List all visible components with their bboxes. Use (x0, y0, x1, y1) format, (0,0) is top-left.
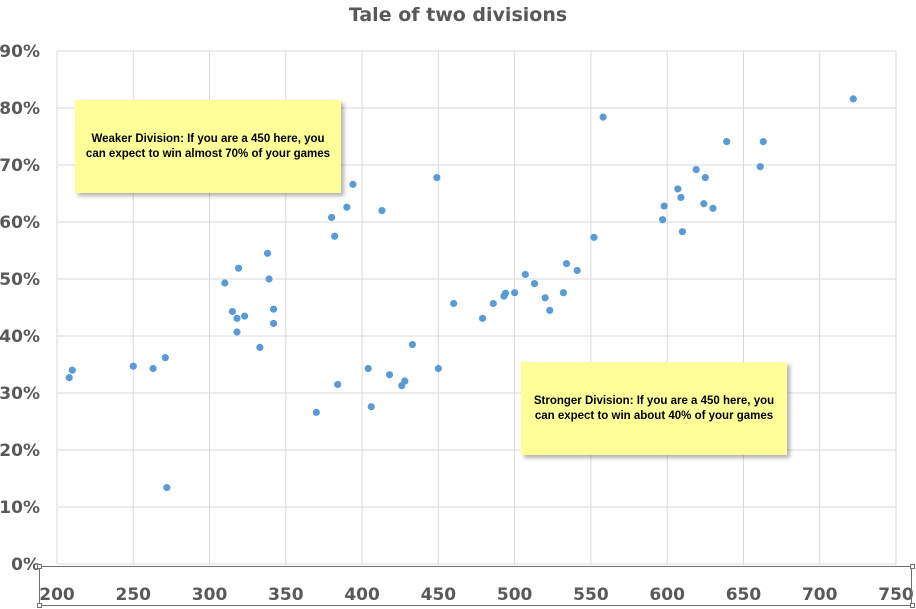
x-tick-label: 300 (192, 585, 228, 605)
data-point[interactable] (312, 408, 320, 416)
data-point[interactable] (521, 270, 529, 279)
data-point[interactable] (677, 193, 685, 202)
data-point[interactable] (489, 299, 497, 308)
data-point[interactable] (385, 371, 394, 379)
data-point[interactable] (65, 374, 73, 382)
y-tick-label: 70% (0, 156, 40, 176)
data-point[interactable] (149, 364, 157, 373)
data-point[interactable] (849, 95, 857, 103)
data-point[interactable] (756, 163, 764, 171)
data-point[interactable] (401, 377, 409, 385)
data-point[interactable] (450, 299, 458, 308)
data-point[interactable] (68, 366, 76, 374)
x-tick-label: 750 (878, 585, 914, 605)
weaker-division-note[interactable]: Weaker Division: If you are a 450 here, … (75, 100, 341, 193)
x-tick-label: 600 (649, 585, 685, 605)
tick-labels: 0% 10% 20% 30% 40% 50% 60% 70% 80% 90% 200 250 300 35… (0, 42, 914, 605)
data-point[interactable] (559, 289, 568, 297)
x-axis-selection-box[interactable] (39, 566, 912, 606)
data-point[interactable] (723, 138, 731, 146)
y-tick-label: 80% (0, 99, 40, 119)
data-point[interactable] (674, 185, 682, 193)
data-point[interactable] (562, 260, 571, 268)
data-point[interactable] (709, 204, 717, 212)
data-point[interactable] (270, 305, 278, 313)
data-point[interactable] (331, 232, 339, 240)
resize-handle-bottom-right[interactable] (910, 603, 915, 608)
data-point[interactable] (263, 249, 272, 257)
data-point[interactable] (378, 207, 386, 215)
resize-handle-top-left[interactable] (37, 564, 42, 569)
chart-title: Tale of two divisions (348, 4, 568, 26)
data-point[interactable] (265, 275, 273, 283)
data-point[interactable] (349, 180, 357, 188)
data-point[interactable] (590, 233, 598, 241)
data-point[interactable] (408, 340, 417, 349)
data-point[interactable] (433, 173, 441, 182)
data-point[interactable] (233, 328, 241, 336)
data-point[interactable] (327, 213, 336, 222)
data-point[interactable] (256, 343, 264, 351)
data-point[interactable] (501, 289, 510, 297)
data-point[interactable] (692, 165, 700, 174)
x-tick-label: 400 (344, 585, 380, 605)
data-point[interactable] (228, 307, 237, 316)
data-point[interactable] (678, 228, 687, 236)
y-tick-label: 30% (0, 384, 40, 404)
data-point[interactable] (334, 380, 342, 389)
x-tick-label: 500 (497, 585, 533, 605)
data-point[interactable] (701, 173, 709, 182)
data-point[interactable] (541, 294, 549, 302)
y-tick-label: 40% (0, 327, 40, 347)
data-point[interactable] (511, 289, 519, 297)
data-point[interactable] (599, 113, 607, 121)
data-point[interactable] (660, 202, 668, 210)
data-point[interactable] (233, 314, 241, 322)
data-point[interactable] (434, 364, 442, 373)
data-point[interactable] (546, 306, 554, 314)
data-point[interactable] (270, 319, 278, 328)
x-tick-label: 650 (726, 585, 762, 605)
data-point[interactable] (364, 364, 372, 373)
data-point[interactable] (659, 216, 667, 224)
data-point[interactable] (367, 403, 375, 411)
data-point[interactable] (759, 138, 767, 146)
data-point[interactable] (221, 279, 229, 287)
data-point[interactable] (241, 312, 249, 320)
x-tick-label: 700 (802, 585, 838, 605)
data-point[interactable] (530, 279, 539, 288)
data-point[interactable] (343, 203, 351, 211)
data-point[interactable] (479, 314, 487, 322)
x-tick-label: 200 (39, 585, 75, 605)
data-point[interactable] (700, 200, 708, 208)
y-tick-label: 50% (0, 270, 40, 290)
stronger-division-note[interactable]: Stronger Division: If you are a 450 here… (521, 362, 787, 455)
y-tick-label: 90% (0, 42, 40, 62)
y-tick-label: 0% (11, 555, 40, 575)
y-tick-label: 10% (0, 498, 40, 518)
data-point[interactable] (573, 266, 581, 275)
x-tick-label: 350 (268, 585, 304, 605)
resize-handle-bottom-left[interactable] (37, 603, 42, 608)
resize-handle-top-right[interactable] (910, 564, 915, 569)
data-point[interactable] (129, 362, 137, 370)
data-point[interactable] (234, 264, 243, 272)
y-tick-label: 20% (0, 441, 40, 461)
y-tick-label: 60% (0, 213, 40, 233)
data-points (65, 95, 857, 492)
data-point[interactable] (161, 354, 169, 362)
x-tick-label: 250 (116, 585, 152, 605)
x-tick-label: 550 (573, 585, 609, 605)
x-tick-label: 450 (421, 585, 457, 605)
data-point[interactable] (163, 484, 171, 492)
